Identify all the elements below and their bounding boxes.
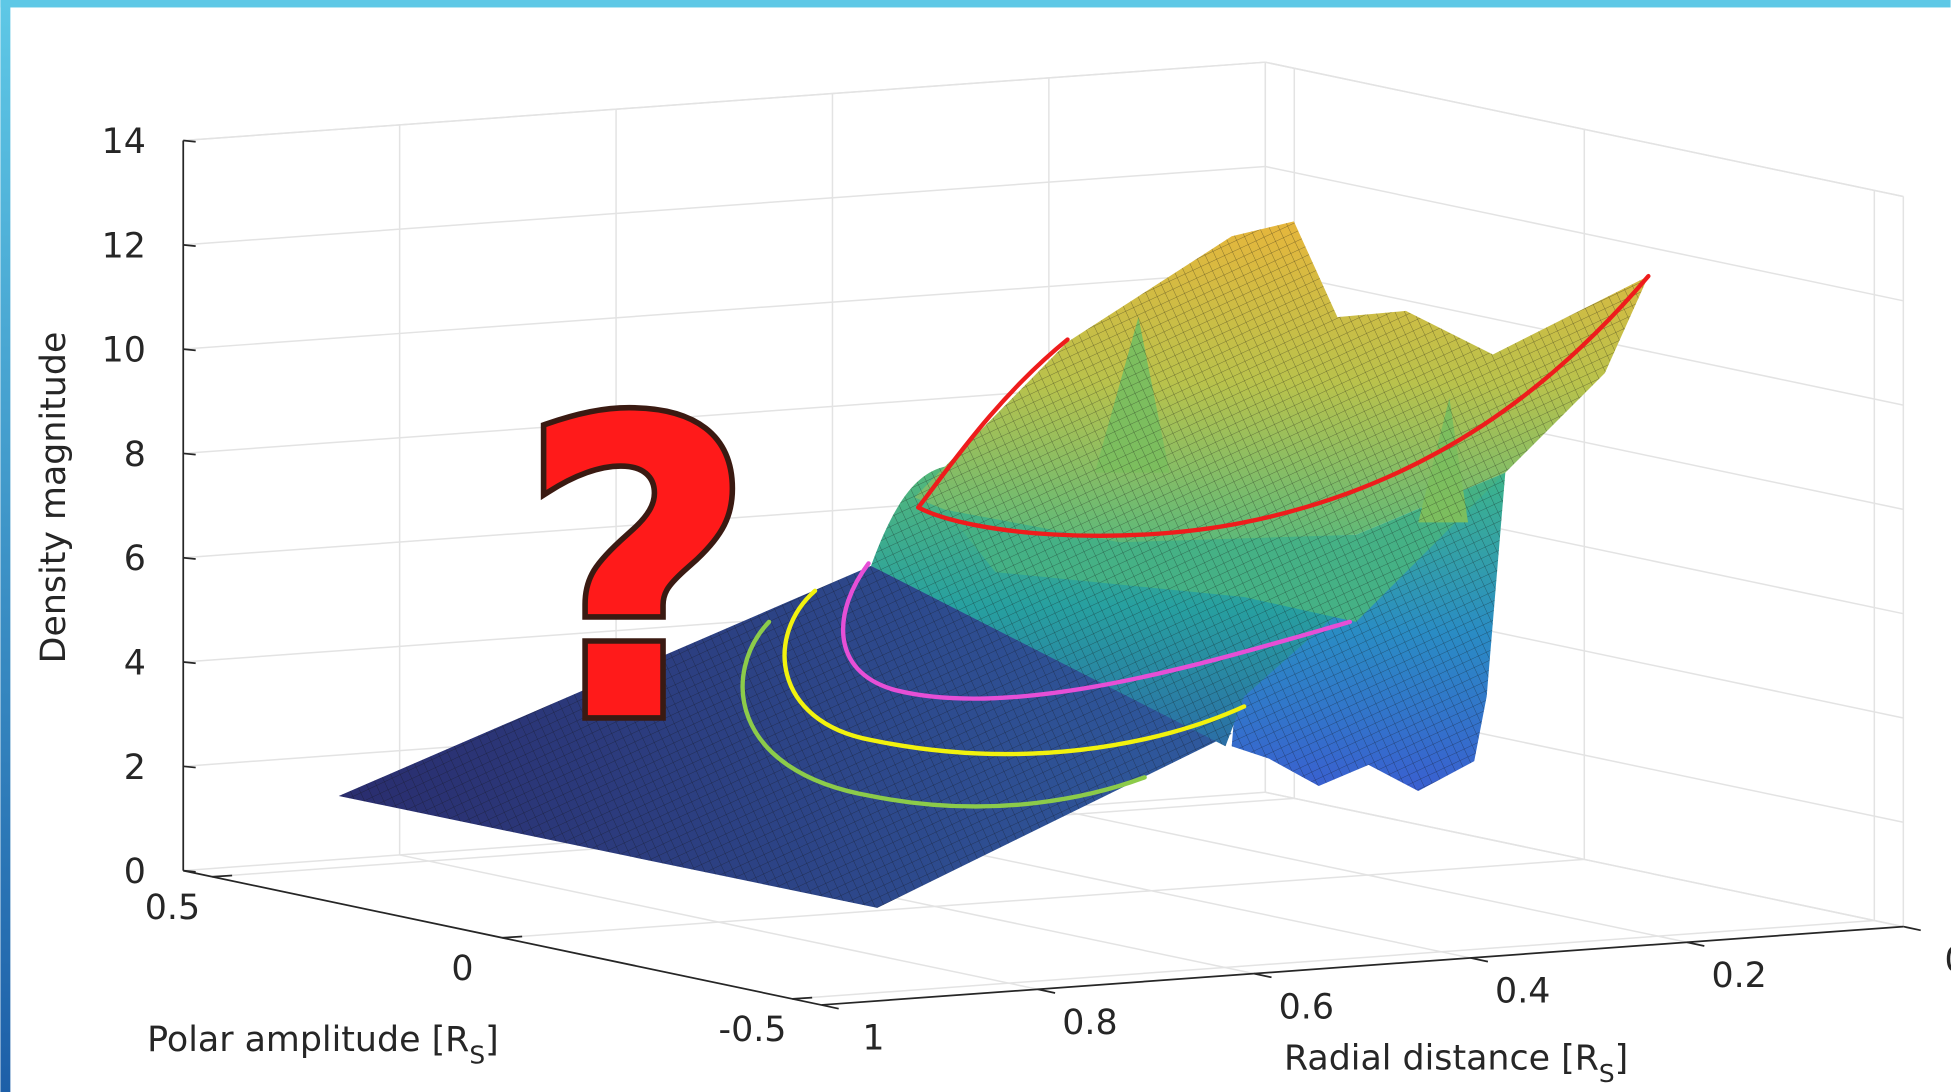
x-tick-label: 0.5 [145, 888, 200, 928]
y-tick [821, 1004, 839, 1010]
x-axis-title-text: Polar amplitude [R [147, 1020, 469, 1060]
surface-mesh [914, 221, 1649, 622]
x-tick [502, 935, 523, 939]
surface [338, 221, 1651, 908]
grid-line [183, 270, 1266, 350]
y-tick [1686, 941, 1705, 947]
x-axis-title-end: ] [485, 1020, 499, 1060]
z-tick [183, 452, 196, 456]
x-tick-label: 0 [451, 949, 473, 989]
z-tick-label: 2 [124, 748, 146, 788]
y-axis-title-text: Radial distance [R [1284, 1039, 1599, 1079]
grid-line [792, 919, 1875, 1000]
z-tick-label: 10 [102, 331, 146, 371]
y-tick [1253, 972, 1272, 979]
surface-mesh [338, 565, 1232, 908]
y-tick-label: 0 [1944, 940, 1951, 980]
y-tick-label: 0.4 [1495, 972, 1550, 1012]
x-tick [792, 996, 813, 1000]
contour-green [740, 619, 1147, 809]
y-tick [1470, 957, 1489, 963]
z-axis-title: Density magnitude [34, 332, 74, 664]
z-tick [183, 556, 196, 560]
grid-line [183, 165, 1266, 246]
y-axis-title-end: ] [1615, 1039, 1629, 1079]
contour-red [916, 273, 1651, 538]
y-tick [1037, 988, 1056, 994]
z-tick-label: 4 [124, 643, 146, 683]
y-tick-label: 0.6 [1279, 987, 1334, 1027]
top-border [0, 0, 1951, 8]
box-edge [1265, 61, 1904, 198]
z-tick-label: 0 [124, 852, 146, 892]
x-tick-label: -0.5 [719, 1010, 787, 1050]
z-tick [183, 661, 196, 665]
y-axis [821, 925, 1904, 1006]
y-tick-label: 0.8 [1062, 1003, 1117, 1043]
z-tick [183, 348, 196, 352]
x-tick [212, 874, 233, 878]
y-tick-label: 0.2 [1711, 956, 1766, 996]
z-tick [183, 243, 196, 247]
contour-yellow [782, 588, 1247, 757]
contour-red [916, 337, 1070, 510]
left-border [0, 0, 11, 1092]
y-axis-title-sub: S [1599, 1059, 1615, 1088]
z-tick-label: 12 [102, 226, 146, 266]
question-mark: ? [518, 334, 756, 812]
y-axis-title: Radial distance [RS] [1284, 1039, 1628, 1088]
z-tick-label: 8 [124, 435, 146, 475]
contour-magenta [840, 561, 1353, 701]
x-axis-title: Polar amplitude [RS] [147, 1020, 499, 1069]
box-edge [183, 61, 1266, 142]
z-tick [183, 869, 196, 873]
surface-mesh [1231, 472, 1506, 792]
z-tick [183, 139, 196, 143]
z-tick [183, 765, 196, 769]
z-tick-label: 6 [124, 539, 146, 579]
grid-line [502, 858, 1585, 939]
y-tick [1903, 925, 1921, 932]
y-tick-label: 1 [862, 1019, 884, 1059]
x-axis-title-sub: S [469, 1040, 485, 1069]
z-tick-label: 14 [102, 122, 146, 162]
